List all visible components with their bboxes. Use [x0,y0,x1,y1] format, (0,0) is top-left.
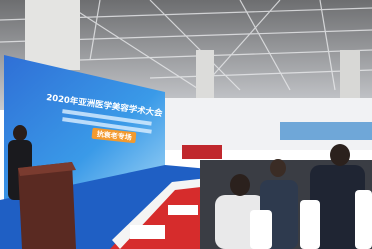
paper [168,205,198,215]
column [25,0,80,70]
back-banner [280,122,372,140]
page: 2020年亚洲医学美容学术大会 抗衰老专场 (() => { const dat… [0,0,372,249]
photo: 2020年亚洲医学美容学术大会 抗衰老专场 [0,0,372,249]
audience [200,144,372,249]
paper [130,225,165,239]
speaker-head [13,125,27,141]
head-table [182,145,222,159]
column [340,50,360,105]
